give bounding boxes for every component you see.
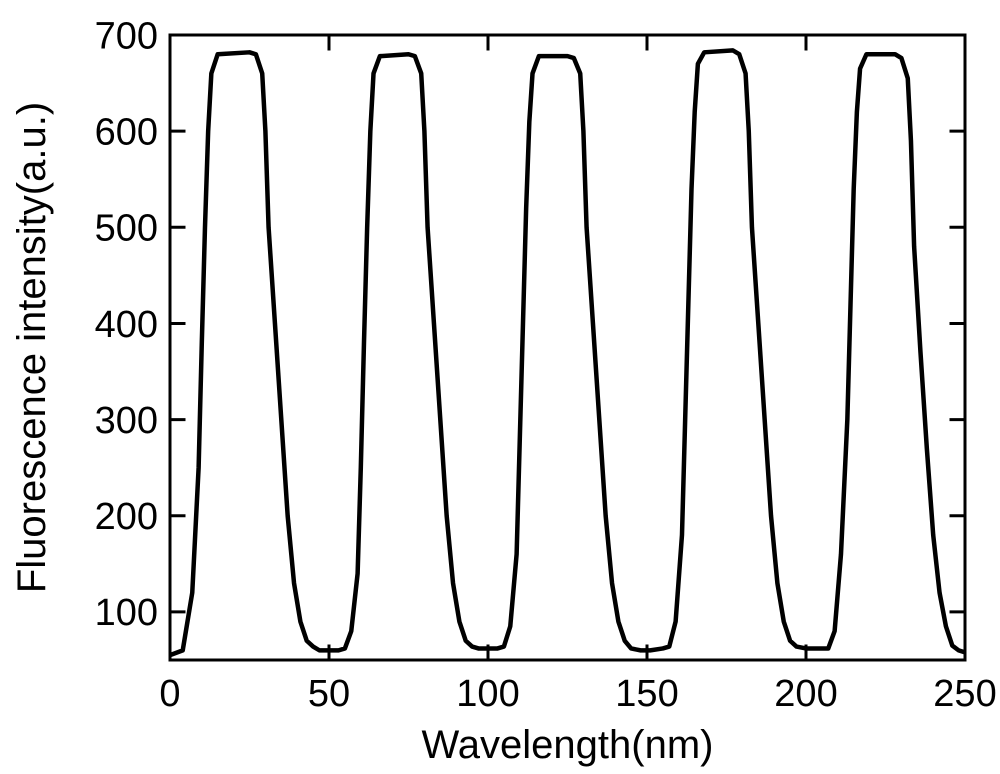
y-tick-label: 100 [95, 592, 158, 634]
y-axis-label: Fluorescence intensity(a.u.) [10, 102, 54, 593]
x-tick-label: 150 [615, 673, 678, 715]
line-chart: 0 50 100 150 200 250 100 200 300 400 500 600 700 Wave… [0, 0, 1000, 774]
x-tick-label: 250 [933, 673, 996, 715]
y-tick-label: 500 [95, 208, 158, 250]
x-axis-label: Wavelength(nm) [422, 723, 714, 767]
chart-container: 0 50 100 150 200 250 100 200 300 400 500 600 700 Wave… [0, 0, 1000, 774]
x-tick-label: 50 [308, 673, 350, 715]
x-tick-label: 0 [159, 673, 180, 715]
y-tick-label: 200 [95, 496, 158, 538]
y-tick-label: 400 [95, 304, 158, 346]
y-tick-label: 700 [95, 15, 158, 57]
x-tick-label: 200 [774, 673, 837, 715]
x-tick-label: 100 [456, 673, 519, 715]
y-tick-label: 300 [95, 400, 158, 442]
y-tick-label: 600 [95, 111, 158, 153]
